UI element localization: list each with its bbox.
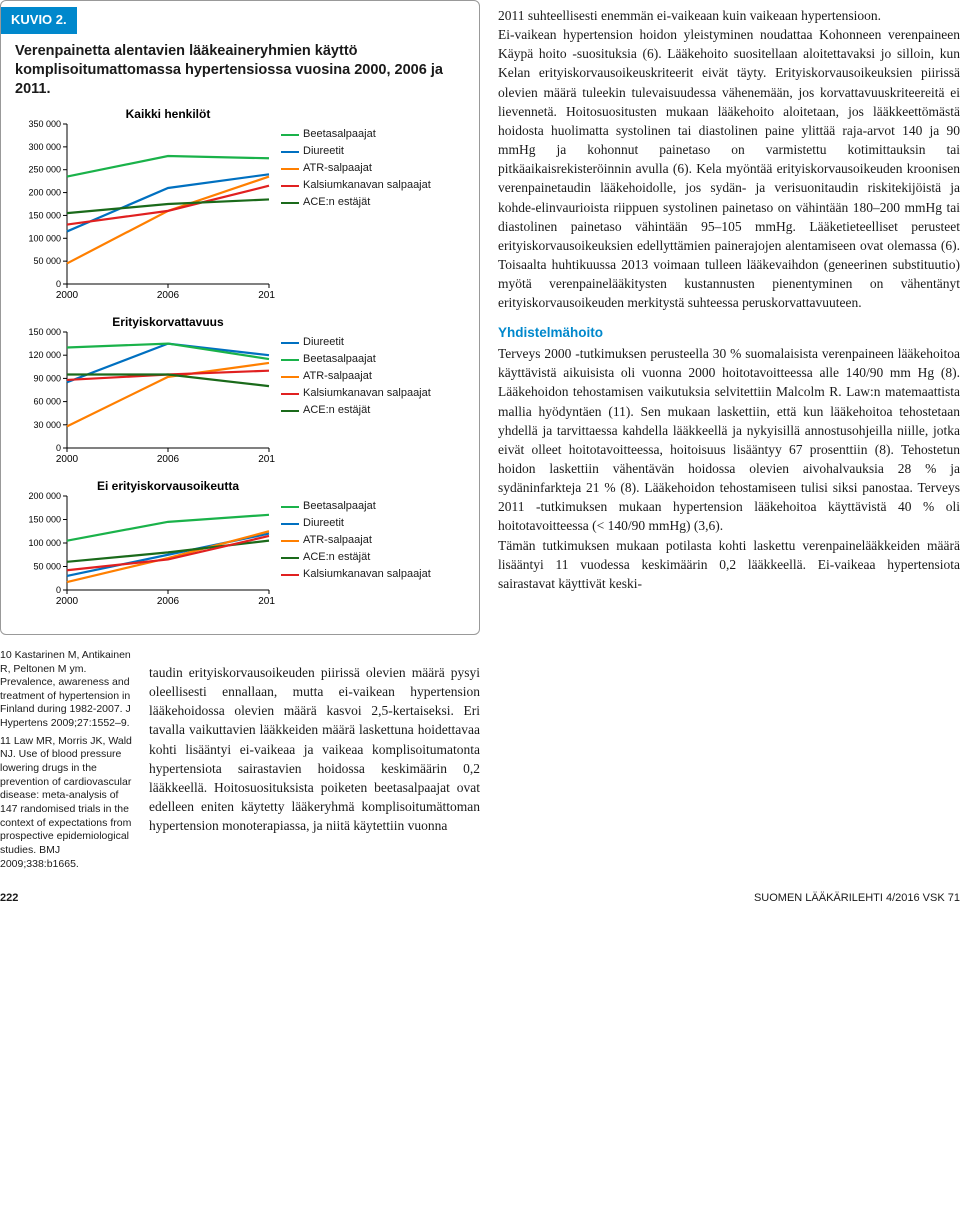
- svg-text:30 000: 30 000: [33, 420, 61, 430]
- journal-info: SUOMEN LÄÄKÄRILEHTI 4/2016 VSK 71: [754, 891, 960, 907]
- body-paragraph: 2011 suhteellisesti enemmän ei-vaikeaan …: [498, 6, 960, 25]
- svg-text:2006: 2006: [157, 596, 180, 607]
- page-number: 222: [0, 891, 18, 907]
- legend-label: ACE:n estäjät: [303, 550, 370, 566]
- svg-text:2000: 2000: [56, 290, 79, 301]
- svg-text:350 000: 350 000: [28, 119, 61, 129]
- legend-item: ACE:n estäjät: [281, 195, 465, 211]
- svg-text:150 000: 150 000: [28, 515, 61, 525]
- legend-label: Beetasalpaajat: [303, 352, 376, 368]
- chart-panel-2: 0 50 000 100 000 150 000 200 000 2000 2006 2011…: [15, 478, 275, 608]
- legend-panel-2: Beetasalpaajat Diureetit ATR-salpaajat A…: [281, 478, 465, 614]
- legend-item: Kalsiumkanavan salpaajat: [281, 386, 465, 402]
- svg-text:100 000: 100 000: [28, 234, 61, 244]
- svg-text:0: 0: [56, 279, 61, 289]
- legend-label: Beetasalpaajat: [303, 127, 376, 143]
- svg-text:200 000: 200 000: [28, 491, 61, 501]
- figure-2: KUVIO 2. Verenpainetta alentavien lääkea…: [0, 0, 480, 635]
- legend-panel-1: Diureetit Beetasalpaajat ATR-salpaajat K…: [281, 314, 465, 472]
- svg-text:2011: 2011: [258, 596, 275, 607]
- legend-item: Kalsiumkanavan salpaajat: [281, 567, 465, 583]
- svg-text:120 000: 120 000: [28, 350, 61, 360]
- svg-text:300 000: 300 000: [28, 142, 61, 152]
- legend-item: Diureetit: [281, 144, 465, 160]
- svg-text:90 000: 90 000: [33, 374, 61, 384]
- legend-label: Beetasalpaajat: [303, 499, 376, 515]
- svg-text:50 000: 50 000: [33, 562, 61, 572]
- body-paragraph: Terveys 2000 -tutkimuksen perusteella 30…: [498, 344, 960, 536]
- svg-text:2006: 2006: [157, 454, 180, 465]
- legend-item: ATR-salpaajat: [281, 369, 465, 385]
- legend-item: ACE:n estäjät: [281, 550, 465, 566]
- left-continuation-paragraph: taudin erityiskorvausoikeuden piirissä o…: [149, 663, 480, 875]
- svg-text:0: 0: [56, 585, 61, 595]
- figure-title: Verenpainetta alentavien lääkeaineryhmie…: [15, 42, 465, 99]
- legend-label: Kalsiumkanavan salpaajat: [303, 386, 431, 402]
- legend-item: Kalsiumkanavan salpaajat: [281, 178, 465, 194]
- svg-text:0: 0: [56, 443, 61, 453]
- figure-header: KUVIO 2.: [1, 7, 77, 34]
- legend-label: ATR-salpaajat: [303, 369, 372, 385]
- chart-panel-1: 0 30 000 60 000 90 000 120 000 150 000 2000 200…: [15, 314, 275, 466]
- reference-item: 11 Law MR, Morris JK, Wald NJ. Use of bl…: [0, 735, 135, 871]
- subheading: Yhdistelmähoito: [498, 323, 960, 343]
- legend-item: Beetasalpaajat: [281, 127, 465, 143]
- legend-item: ATR-salpaajat: [281, 533, 465, 549]
- svg-text:200 000: 200 000: [28, 188, 61, 198]
- legend-label: Kalsiumkanavan salpaajat: [303, 567, 431, 583]
- reference-item: 10 Kastarinen M, Antikainen R, Peltonen …: [0, 649, 135, 731]
- legend-item: Beetasalpaajat: [281, 352, 465, 368]
- svg-text:Erityiskorvattavuus: Erityiskorvattavuus: [112, 315, 224, 329]
- svg-text:2011: 2011: [258, 290, 275, 301]
- legend-item: Beetasalpaajat: [281, 499, 465, 515]
- legend-label: Diureetit: [303, 335, 344, 351]
- legend-label: Diureetit: [303, 516, 344, 532]
- legend-item: ACE:n estäjät: [281, 403, 465, 419]
- legend-label: Kalsiumkanavan salpaajat: [303, 178, 431, 194]
- svg-text:250 000: 250 000: [28, 165, 61, 175]
- legend-label: ATR-salpaajat: [303, 161, 372, 177]
- svg-text:Kaikki henkilöt: Kaikki henkilöt: [126, 107, 211, 121]
- body-paragraph: Ei-vaikean hypertension hoidon yleistymi…: [498, 25, 960, 312]
- chart-panel-0: 0 50 000 100 000 150 000 200 000 250 000 300 0…: [15, 106, 275, 302]
- legend-item: Diureetit: [281, 335, 465, 351]
- svg-text:150 000: 150 000: [28, 327, 61, 337]
- body-paragraph: Tämän tutkimuksen mukaan potilasta kohti…: [498, 536, 960, 593]
- svg-text:100 000: 100 000: [28, 538, 61, 548]
- references: 10 Kastarinen M, Antikainen R, Peltonen …: [0, 649, 135, 875]
- svg-text:150 000: 150 000: [28, 211, 61, 221]
- svg-text:Ei erityiskorvausoikeutta: Ei erityiskorvausoikeutta: [97, 479, 239, 493]
- svg-text:2000: 2000: [56, 596, 79, 607]
- svg-text:2006: 2006: [157, 290, 180, 301]
- page-footer: 222 SUOMEN LÄÄKÄRILEHTI 4/2016 VSK 71: [0, 885, 960, 911]
- legend-label: ATR-salpaajat: [303, 533, 372, 549]
- svg-text:2000: 2000: [56, 454, 79, 465]
- svg-text:50 000: 50 000: [33, 257, 61, 267]
- article-body-right: 2011 suhteellisesti enemmän ei-vaikeaan …: [498, 0, 960, 875]
- legend-label: ACE:n estäjät: [303, 195, 370, 211]
- legend-panel-0: Beetasalpaajat Diureetit ATR-salpaajat K…: [281, 106, 465, 308]
- svg-text:2011: 2011: [258, 454, 275, 465]
- legend-label: Diureetit: [303, 144, 344, 160]
- svg-text:60 000: 60 000: [33, 397, 61, 407]
- legend-item: Diureetit: [281, 516, 465, 532]
- legend-label: ACE:n estäjät: [303, 403, 370, 419]
- legend-item: ATR-salpaajat: [281, 161, 465, 177]
